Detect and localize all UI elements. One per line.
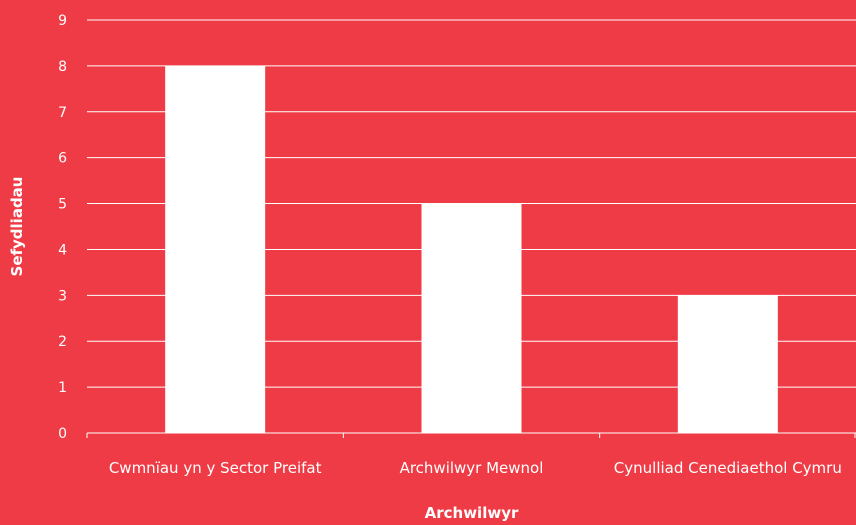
y-tick-label: 1 bbox=[58, 380, 67, 396]
bar bbox=[165, 65, 266, 433]
bar bbox=[677, 295, 778, 433]
y-tick-label: 9 bbox=[58, 13, 67, 29]
y-tick-label: 3 bbox=[58, 288, 67, 304]
y-tick-label: 8 bbox=[58, 59, 67, 75]
y-tick-labels: 0 1 2 3 4 5 6 7 8 9 bbox=[58, 13, 67, 442]
y-tick-label: 4 bbox=[58, 242, 67, 258]
y-tick-label: 5 bbox=[58, 197, 67, 213]
y-tick-label: 2 bbox=[58, 334, 67, 350]
x-tick-label: Cwmnïau yn y Sector Preifat bbox=[109, 459, 322, 477]
y-tick-label: 7 bbox=[58, 105, 67, 121]
y-axis-title: Sefydliadau bbox=[8, 177, 26, 277]
y-tick-label: 0 bbox=[58, 426, 67, 442]
x-tick-labels: Cwmnïau yn y Sector Preifat Archwilwyr Me… bbox=[109, 459, 842, 477]
bars bbox=[165, 65, 778, 433]
x-axis bbox=[86, 432, 856, 438]
x-tick-label: Cynulliad Cenediaethol Cymru bbox=[614, 459, 842, 477]
x-axis-title: Archwilwyr bbox=[425, 504, 519, 522]
y-tick-label: 6 bbox=[58, 151, 67, 167]
x-tick-label: Archwilwyr Mewnol bbox=[400, 459, 544, 477]
bar bbox=[421, 203, 522, 433]
